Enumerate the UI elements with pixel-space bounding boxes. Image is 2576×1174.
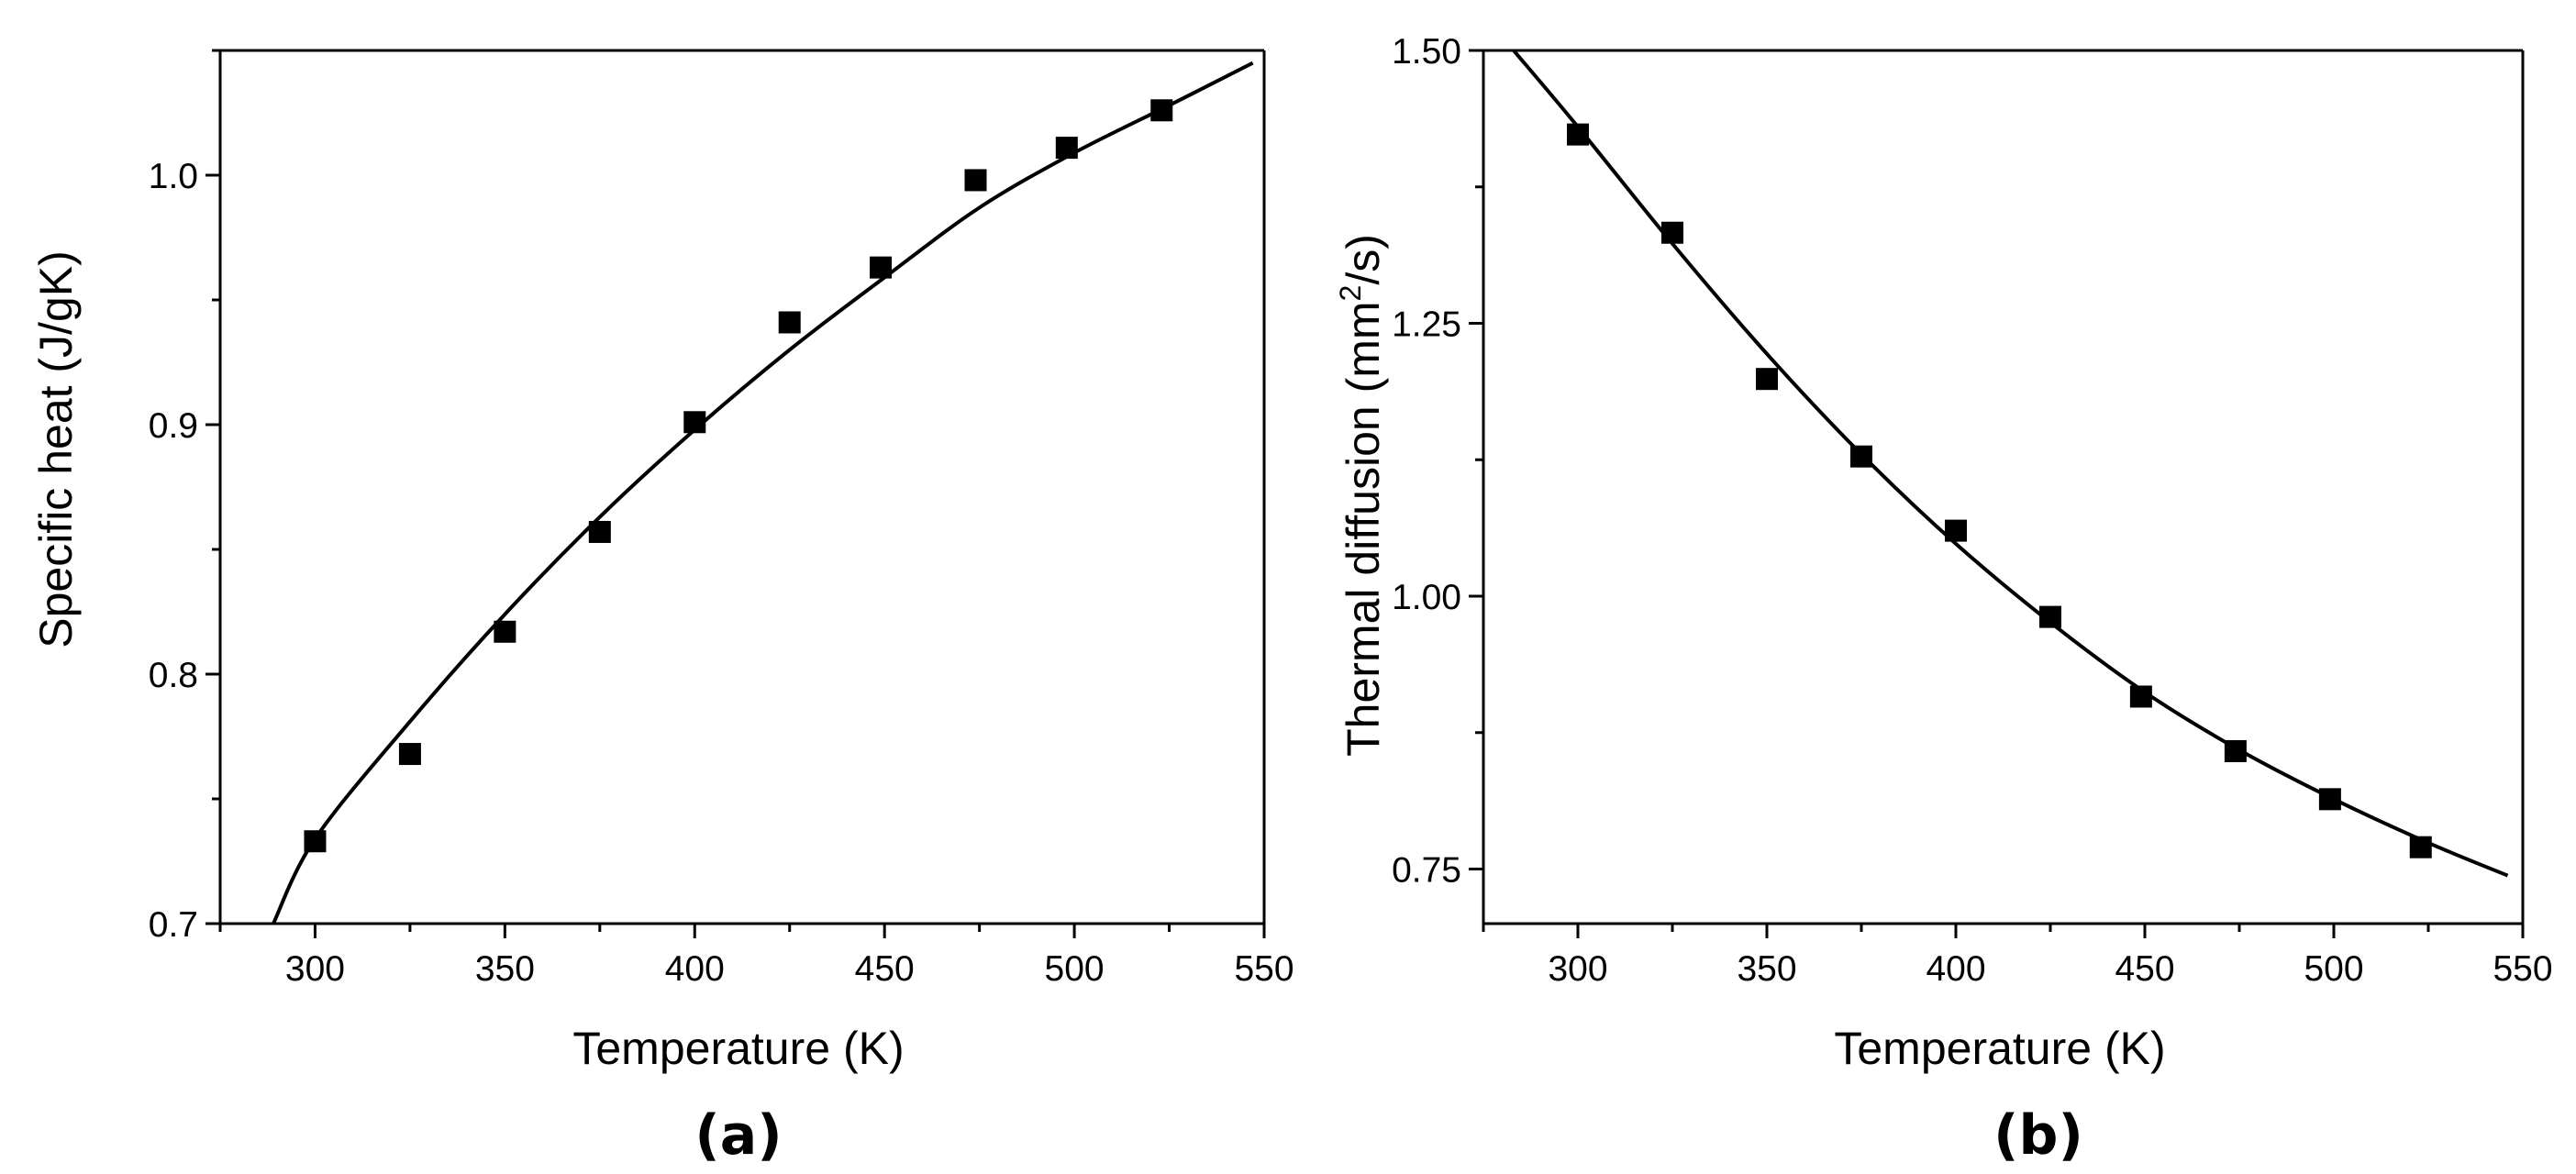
data-point-a	[494, 620, 516, 643]
data-point-b	[1661, 221, 1683, 244]
x-tick-label-b: 350	[1737, 949, 1796, 989]
y-tick-label-a: 0.9	[149, 406, 198, 446]
x-tick-label-a: 350	[475, 949, 535, 989]
chart-panel-b: 300 350 400 450 500 550 0.75 1.00 1.25 1.50 Tempe…	[1334, 32, 2553, 1168]
data-point-b	[1945, 519, 1967, 542]
panel-label-b: (b)	[1993, 1103, 2083, 1168]
x-tick-label-a: 500	[1045, 949, 1105, 989]
fit-curve-b	[1512, 49, 2509, 878]
y-tick-label-b: 1.25	[1392, 305, 1461, 345]
data-point-a	[1055, 137, 1078, 160]
data-point-a	[304, 830, 327, 853]
data-point-a	[588, 520, 611, 543]
data-point-b	[1850, 445, 1872, 468]
fit-curve-a	[272, 61, 1254, 925]
y-axis-title-b-superscript: 2	[1334, 285, 1367, 302]
x-tick-label-b: 450	[2115, 949, 2174, 989]
y-tick-label-a: 0.7	[149, 905, 198, 945]
y-tick-label-b: 1.50	[1392, 32, 1461, 72]
y-axis-title-b: Thermal diffusion (mm2/s)	[1334, 234, 1389, 757]
data-point-a	[778, 311, 801, 334]
data-point-a	[1150, 99, 1173, 122]
data-point-a	[683, 411, 706, 434]
data-point-b	[2129, 685, 2152, 708]
data-point-a	[398, 743, 421, 766]
data-point-b	[1756, 368, 1778, 391]
y-axis-title-b-main: Thermal diffusion (mm	[1338, 301, 1389, 756]
data-point-a	[964, 169, 987, 192]
plot-area-b: 300 350 400 450 500 550 0.75 1.00 1.25 1.50	[1392, 32, 2552, 989]
plot-area-a: 300 350 400 450 500 550 0.7 0.8 0.9 1.0	[149, 49, 1294, 989]
data-point-a	[870, 256, 893, 279]
data-point-b	[1567, 123, 1589, 146]
y-tick-label-b: 1.00	[1392, 578, 1461, 617]
y-tick-label-b: 0.75	[1392, 851, 1461, 891]
x-tick-label-b: 300	[1548, 949, 1607, 989]
x-tick-label-a: 300	[285, 949, 345, 989]
panel-label-a: (a)	[694, 1103, 782, 1168]
x-tick-label-a: 550	[1234, 949, 1294, 989]
chart-panel-a: 300 350 400 450 500 550 0.7 0.8 0.9 1.0 Temperatu…	[30, 49, 1294, 1168]
data-point-b	[2318, 788, 2341, 811]
y-axis-title-b-tail: /s)	[1338, 234, 1389, 285]
x-tick-label-b: 500	[2304, 949, 2363, 989]
x-tick-label-b: 400	[1926, 949, 1985, 989]
x-axis-title-a: Temperature (K)	[572, 1023, 904, 1074]
x-tick-label-a: 400	[665, 949, 725, 989]
x-tick-label-a: 450	[855, 949, 915, 989]
data-point-b	[2224, 739, 2247, 762]
y-tick-label-a: 1.0	[149, 157, 198, 196]
data-point-b	[2409, 836, 2432, 858]
y-tick-label-a: 0.8	[149, 656, 198, 695]
x-tick-label-b: 550	[2493, 949, 2552, 989]
y-axis-title-a: Specific heat (J/gK)	[30, 250, 82, 648]
data-point-b	[2039, 605, 2061, 628]
x-axis-title-b: Temperature (K)	[1834, 1023, 2165, 1074]
